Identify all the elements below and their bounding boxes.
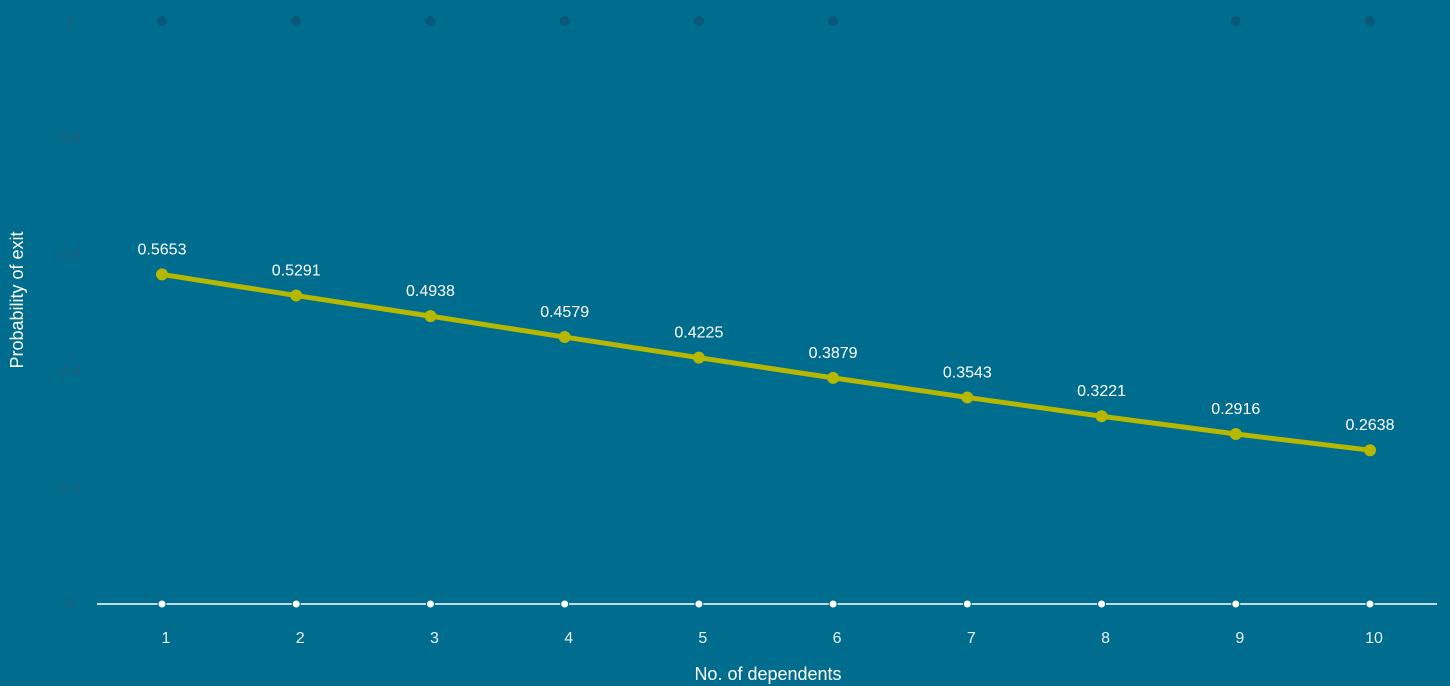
top-reference-markers (157, 16, 1375, 26)
baseline-marker (1231, 599, 1241, 609)
baseline-marker (291, 599, 301, 609)
top-marker (291, 16, 302, 26)
data-label: 0.4225 (674, 325, 723, 342)
y-axis-ticks: 0 0.2 0.4 0.6 0.8 1 (60, 13, 81, 613)
top-marker (828, 16, 839, 26)
data-point (961, 391, 974, 404)
data-label: 0.3221 (1077, 383, 1126, 400)
top-marker (157, 16, 167, 26)
data-label: 0.3543 (943, 364, 992, 381)
y-axis-title: Probability of exit (7, 231, 27, 368)
data-label: 0.3879 (809, 345, 858, 362)
data-point (692, 351, 705, 364)
y-tick-label: 0.8 (60, 130, 81, 147)
x-tick-label: 1 (162, 630, 171, 647)
data-point (156, 268, 168, 281)
data-label: 0.2916 (1211, 401, 1260, 418)
data-labels: 0.5653 0.5291 0.4938 0.4579 0.4225 0.3879 0.35… (138, 241, 1395, 434)
x-tick-label: 9 (1235, 630, 1244, 647)
data-point (827, 371, 840, 384)
data-point (1229, 427, 1242, 440)
x-tick-label: 8 (1101, 630, 1110, 647)
top-marker (559, 16, 570, 26)
data-point (290, 289, 303, 302)
x-axis-ticks: 1 2 3 4 5 6 7 8 9 10 (162, 630, 1383, 647)
y-tick-label: 1 (66, 13, 74, 30)
x-tick-label: 10 (1365, 630, 1383, 647)
baseline-marker (1365, 599, 1375, 609)
top-marker (1365, 16, 1375, 26)
data-point (1364, 444, 1376, 457)
data-label: 0.4579 (540, 304, 589, 321)
data-point (558, 331, 571, 344)
data-label: 0.5291 (272, 263, 321, 280)
x-tick-label: 3 (430, 630, 439, 647)
x-tick-label: 6 (833, 630, 842, 647)
x-tick-label: 4 (564, 630, 573, 647)
baseline-markers (157, 599, 1375, 609)
x-tick-label: 2 (296, 630, 305, 647)
y-tick-label: 0 (66, 596, 74, 613)
data-point (1095, 410, 1108, 423)
top-marker (425, 16, 436, 26)
x-axis-title: No. of dependents (694, 664, 841, 684)
baseline-marker (694, 599, 704, 609)
data-label: 0.5653 (138, 241, 187, 258)
data-label: 0.4938 (406, 283, 455, 300)
baseline-marker (425, 599, 435, 609)
baseline-marker (828, 599, 838, 609)
data-point (424, 310, 437, 323)
series-line (159, 271, 1373, 453)
y-tick-label: 0.6 (60, 246, 81, 263)
top-marker (1230, 16, 1241, 26)
top-marker (693, 16, 704, 26)
y-tick-label: 0.4 (60, 363, 81, 380)
x-tick-label: 7 (967, 630, 976, 647)
y-tick-label: 0.2 (60, 479, 81, 496)
data-label: 0.2638 (1346, 417, 1395, 434)
baseline-marker (962, 599, 972, 609)
series-points (156, 268, 1376, 457)
baseline-marker (1097, 599, 1107, 609)
baseline-marker (560, 599, 570, 609)
baseline-marker (157, 599, 167, 609)
x-tick-label: 5 (698, 630, 707, 647)
